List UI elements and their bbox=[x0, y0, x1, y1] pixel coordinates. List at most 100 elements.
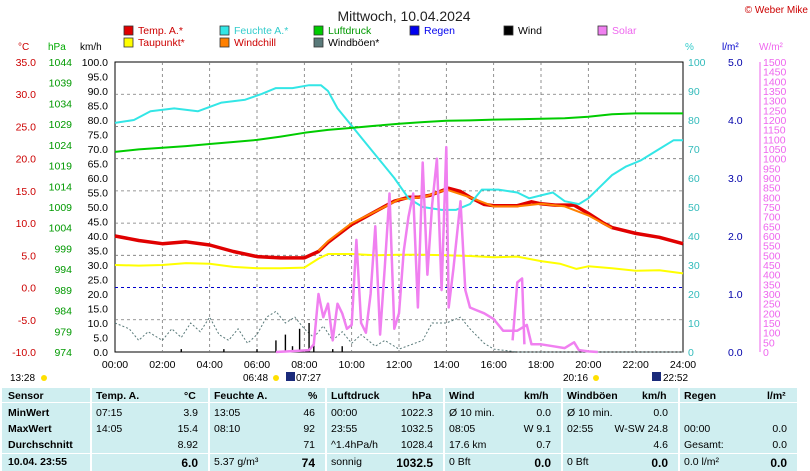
unit-hum: % bbox=[685, 42, 694, 53]
cell-avg-label: Durchschnitt bbox=[8, 439, 73, 451]
tick-label-wind: 75.0 bbox=[88, 130, 109, 142]
tick-label-solar: 250 bbox=[763, 299, 781, 311]
cell-cur-gust-v: 0.0 bbox=[651, 456, 668, 470]
tick-label-pres: 1034 bbox=[49, 98, 73, 110]
cell-max-hum-t: 08:10 bbox=[214, 423, 241, 435]
tick-label-hum: 20 bbox=[688, 289, 700, 301]
cell-cur-pres-v: 1032.5 bbox=[396, 456, 433, 470]
x-tick-label: 02:00 bbox=[149, 359, 175, 371]
x-tick-label: 00:00 bbox=[102, 359, 128, 371]
cell-min-temp-v: 3.9 bbox=[183, 407, 198, 419]
cell-cur-temp-v: 6.0 bbox=[181, 456, 198, 470]
x-tick-label: 20:00 bbox=[575, 359, 601, 371]
header-hum-unit: % bbox=[308, 390, 318, 402]
tick-label-rain: 2.0 bbox=[728, 231, 743, 243]
tick-label-pres: 979 bbox=[54, 326, 72, 338]
sunrise-icon bbox=[273, 375, 279, 381]
tick-label-solar: 1450 bbox=[763, 67, 787, 79]
cell-avg-gust-v: 4.6 bbox=[653, 439, 668, 451]
cell-min-hum-t: 13:05 bbox=[214, 407, 241, 419]
cell-max-rain-t: 00:00 bbox=[684, 423, 711, 435]
cell-max-gust-v: W-SW 24.8 bbox=[614, 423, 668, 435]
tick-label-wind: 90.0 bbox=[88, 86, 109, 98]
legend-label: Windchill bbox=[234, 37, 276, 49]
tick-label-pres: 974 bbox=[54, 347, 72, 359]
credit-label: © Weber Mike bbox=[745, 5, 809, 16]
tick-label-temp: 35.0 bbox=[16, 57, 37, 69]
tick-label-hum: 10 bbox=[688, 318, 700, 330]
weather-chart: Mittwoch, 10.04.2024 © Weber Mike Temp. … bbox=[10, 5, 809, 384]
header-pres: Luftdruck bbox=[331, 390, 380, 402]
tick-label-temp: 20.0 bbox=[16, 154, 37, 166]
tick-label-temp: 10.0 bbox=[16, 218, 37, 230]
unit-rain: l/m² bbox=[722, 42, 739, 53]
tick-label-wind: 85.0 bbox=[88, 101, 109, 113]
tick-label-solar: 1200 bbox=[763, 115, 787, 127]
tick-label-rain: 4.0 bbox=[728, 115, 743, 127]
cell-min-pres-v: 1022.3 bbox=[400, 407, 433, 419]
tick-label-solar: 750 bbox=[763, 202, 781, 214]
cell-cur-wind-v: 0.0 bbox=[534, 456, 551, 470]
tick-label-wind: 40.0 bbox=[88, 231, 109, 243]
tick-label-solar: 1300 bbox=[763, 96, 787, 108]
tick-label-pres: 984 bbox=[54, 306, 72, 318]
series-line bbox=[511, 277, 526, 345]
tick-label-solar: 500 bbox=[763, 250, 781, 262]
tick-label-solar: 100 bbox=[763, 328, 781, 340]
sunrise-label: 06:48 bbox=[243, 373, 268, 384]
tick-label-hum: 0 bbox=[688, 347, 694, 359]
tick-label-wind: 50.0 bbox=[88, 202, 109, 214]
tick-label-pres: 989 bbox=[54, 285, 72, 297]
tick-label-pres: 1029 bbox=[49, 119, 73, 131]
legend-swatch bbox=[313, 37, 324, 48]
tick-label-solar: 350 bbox=[763, 279, 781, 291]
tick-label-pres: 994 bbox=[54, 264, 72, 276]
cell-max-hum-v: 92 bbox=[303, 423, 315, 435]
cell-max-label: MaxWert bbox=[8, 423, 52, 435]
tick-label-solar: 650 bbox=[763, 221, 781, 233]
x-tick-label: 10:00 bbox=[339, 359, 365, 371]
tick-label-solar: 1350 bbox=[763, 86, 787, 98]
cell-max-pres-v: 1032.5 bbox=[400, 423, 433, 435]
left-time-label: 13:28 bbox=[10, 373, 35, 384]
legend-label: Feuchte A.* bbox=[234, 25, 288, 37]
cell-max-temp-t: 14:05 bbox=[96, 423, 123, 435]
tick-label-solar: 600 bbox=[763, 231, 781, 243]
tick-label-wind: 0.0 bbox=[93, 347, 108, 359]
tick-label-solar: 1050 bbox=[763, 144, 787, 156]
moonrise-icon bbox=[286, 372, 295, 381]
tick-label-rain: 0.0 bbox=[728, 347, 743, 359]
x-tick-label: 12:00 bbox=[386, 359, 412, 371]
tick-label-solar: 1000 bbox=[763, 154, 787, 166]
tick-label-wind: 30.0 bbox=[88, 260, 109, 272]
legend-swatch bbox=[219, 37, 230, 48]
cell-avg-rain-v: 0.0 bbox=[772, 439, 787, 451]
tick-label-temp: 5.0 bbox=[21, 250, 36, 262]
x-tick-label: 06:00 bbox=[244, 359, 270, 371]
tick-label-temp: 15.0 bbox=[16, 186, 37, 198]
header-temp: Temp. A. bbox=[96, 390, 140, 402]
tick-label-solar: 1400 bbox=[763, 76, 787, 88]
header-temp-unit: °C bbox=[184, 390, 196, 402]
axis-units: °C hPa km/h % l/m² W/m² bbox=[18, 42, 784, 53]
cell-cur-gust-t: 0 Bft bbox=[567, 456, 589, 468]
header-gust: Windböen bbox=[567, 390, 618, 402]
header-wind-unit: km/h bbox=[524, 390, 549, 402]
x-tick-label: 18:00 bbox=[528, 359, 554, 371]
sunset-icon bbox=[593, 375, 599, 381]
tick-label-solar: 900 bbox=[763, 173, 781, 185]
cell-min-hum-v: 46 bbox=[303, 407, 315, 419]
tick-label-temp: -5.0 bbox=[18, 315, 36, 327]
tick-label-pres: 1019 bbox=[49, 161, 73, 173]
tick-label-rain: 1.0 bbox=[728, 289, 743, 301]
cell-avg-wind-v: 0.7 bbox=[536, 439, 551, 451]
tick-label-hum: 90 bbox=[688, 86, 700, 98]
series-line bbox=[114, 84, 683, 211]
legend-swatch bbox=[123, 37, 134, 48]
tick-label-wind: 15.0 bbox=[88, 304, 109, 316]
cell-min-wind-v: 0.0 bbox=[536, 407, 551, 419]
series-line bbox=[317, 188, 613, 252]
cell-avg-rain-t: Gesamt: bbox=[684, 439, 724, 451]
cell-avg-pres-t: ^1.4hPa/h bbox=[331, 439, 378, 451]
sun-moon-row: 13:28 06:48 07:27 20:16 22:52 bbox=[10, 372, 688, 384]
